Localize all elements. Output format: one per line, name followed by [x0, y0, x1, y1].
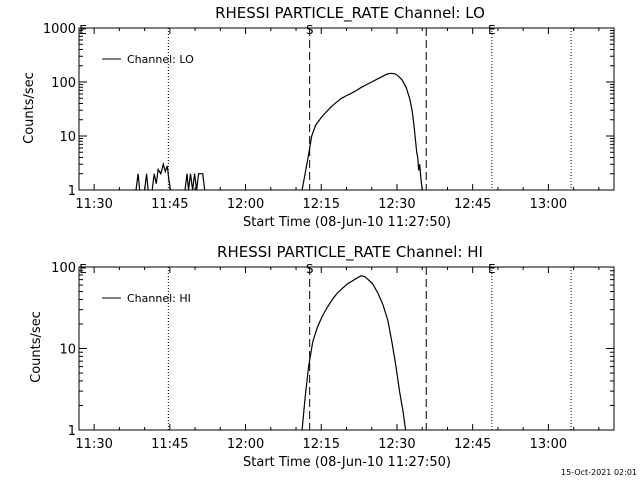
series-line — [151, 161, 171, 191]
x-axis-label: Start Time (08-Jun-10 11:27:50) — [243, 455, 451, 470]
x-tick-label: 12:15 — [303, 437, 340, 452]
x-tick-label: 12:15 — [303, 197, 340, 212]
marker-label: S — [306, 23, 314, 37]
y-tick-label: 10 — [59, 130, 76, 145]
y-tick-label: 1 — [68, 424, 76, 439]
x-tick-label: 12:30 — [378, 437, 415, 452]
y-tick-label: 100 — [51, 261, 76, 276]
chart-title: RHESSI PARTICLE_RATE Channel: LO — [215, 4, 485, 23]
panel-hi: RHESSI PARTICLE_RATE Channel: HI 11:30 11… — [29, 243, 615, 470]
chart-title: RHESSI PARTICLE_RATE Channel: HI — [217, 243, 483, 262]
series-line — [144, 173, 149, 191]
y-tick-label: 1000 — [43, 22, 76, 37]
y-tick-label: 10 — [59, 343, 76, 358]
marker-label: S — [306, 262, 314, 276]
series-line — [184, 173, 206, 191]
y-tick-label: 1 — [68, 184, 76, 199]
x-tick-label: 12:30 — [378, 197, 415, 212]
plot-area: 11:30 11:45 12:00 12:15 12:30 12:45 13:00 1 10 10… — [43, 22, 615, 212]
x-axis-label: Start Time (08-Jun-10 11:27:50) — [243, 215, 451, 230]
series-line — [135, 173, 141, 191]
plot-area: 11:30 11:45 12:00 12:15 12:30 12:45 13:00 1 10 10… — [51, 261, 615, 452]
series-line — [301, 72, 423, 191]
legend-label: Channel: LO — [127, 53, 194, 66]
x-tick-label: 11:30 — [75, 197, 112, 212]
x-tick-label: 11:30 — [75, 437, 112, 452]
marker-label: E — [488, 262, 496, 276]
footer-timestamp: 15-Oct-2021 02:01 — [561, 468, 637, 477]
legend-label: Channel: HI — [127, 292, 191, 305]
panel-lo: RHESSI PARTICLE_RATE Channel: LO 11:30 11… — [22, 4, 615, 230]
x-tick-label: 12:45 — [454, 437, 491, 452]
y-tick-label: 100 — [51, 76, 76, 91]
x-tick-label: 12:00 — [227, 197, 264, 212]
x-tick-label: 13:00 — [530, 437, 567, 452]
series-line — [301, 275, 407, 431]
y-axis-label: Counts/sec — [22, 72, 37, 144]
x-tick-label: 11:45 — [151, 437, 188, 452]
y-axis-label: Counts/sec — [29, 311, 44, 383]
marker-label: E — [79, 262, 87, 276]
x-tick-label: 12:45 — [454, 197, 491, 212]
x-tick-label: 13:00 — [530, 197, 567, 212]
x-tick-label: 12:00 — [227, 437, 264, 452]
x-tick-label: 11:45 — [151, 197, 188, 212]
marker-label: E — [488, 23, 496, 37]
marker-label: E — [79, 23, 87, 37]
